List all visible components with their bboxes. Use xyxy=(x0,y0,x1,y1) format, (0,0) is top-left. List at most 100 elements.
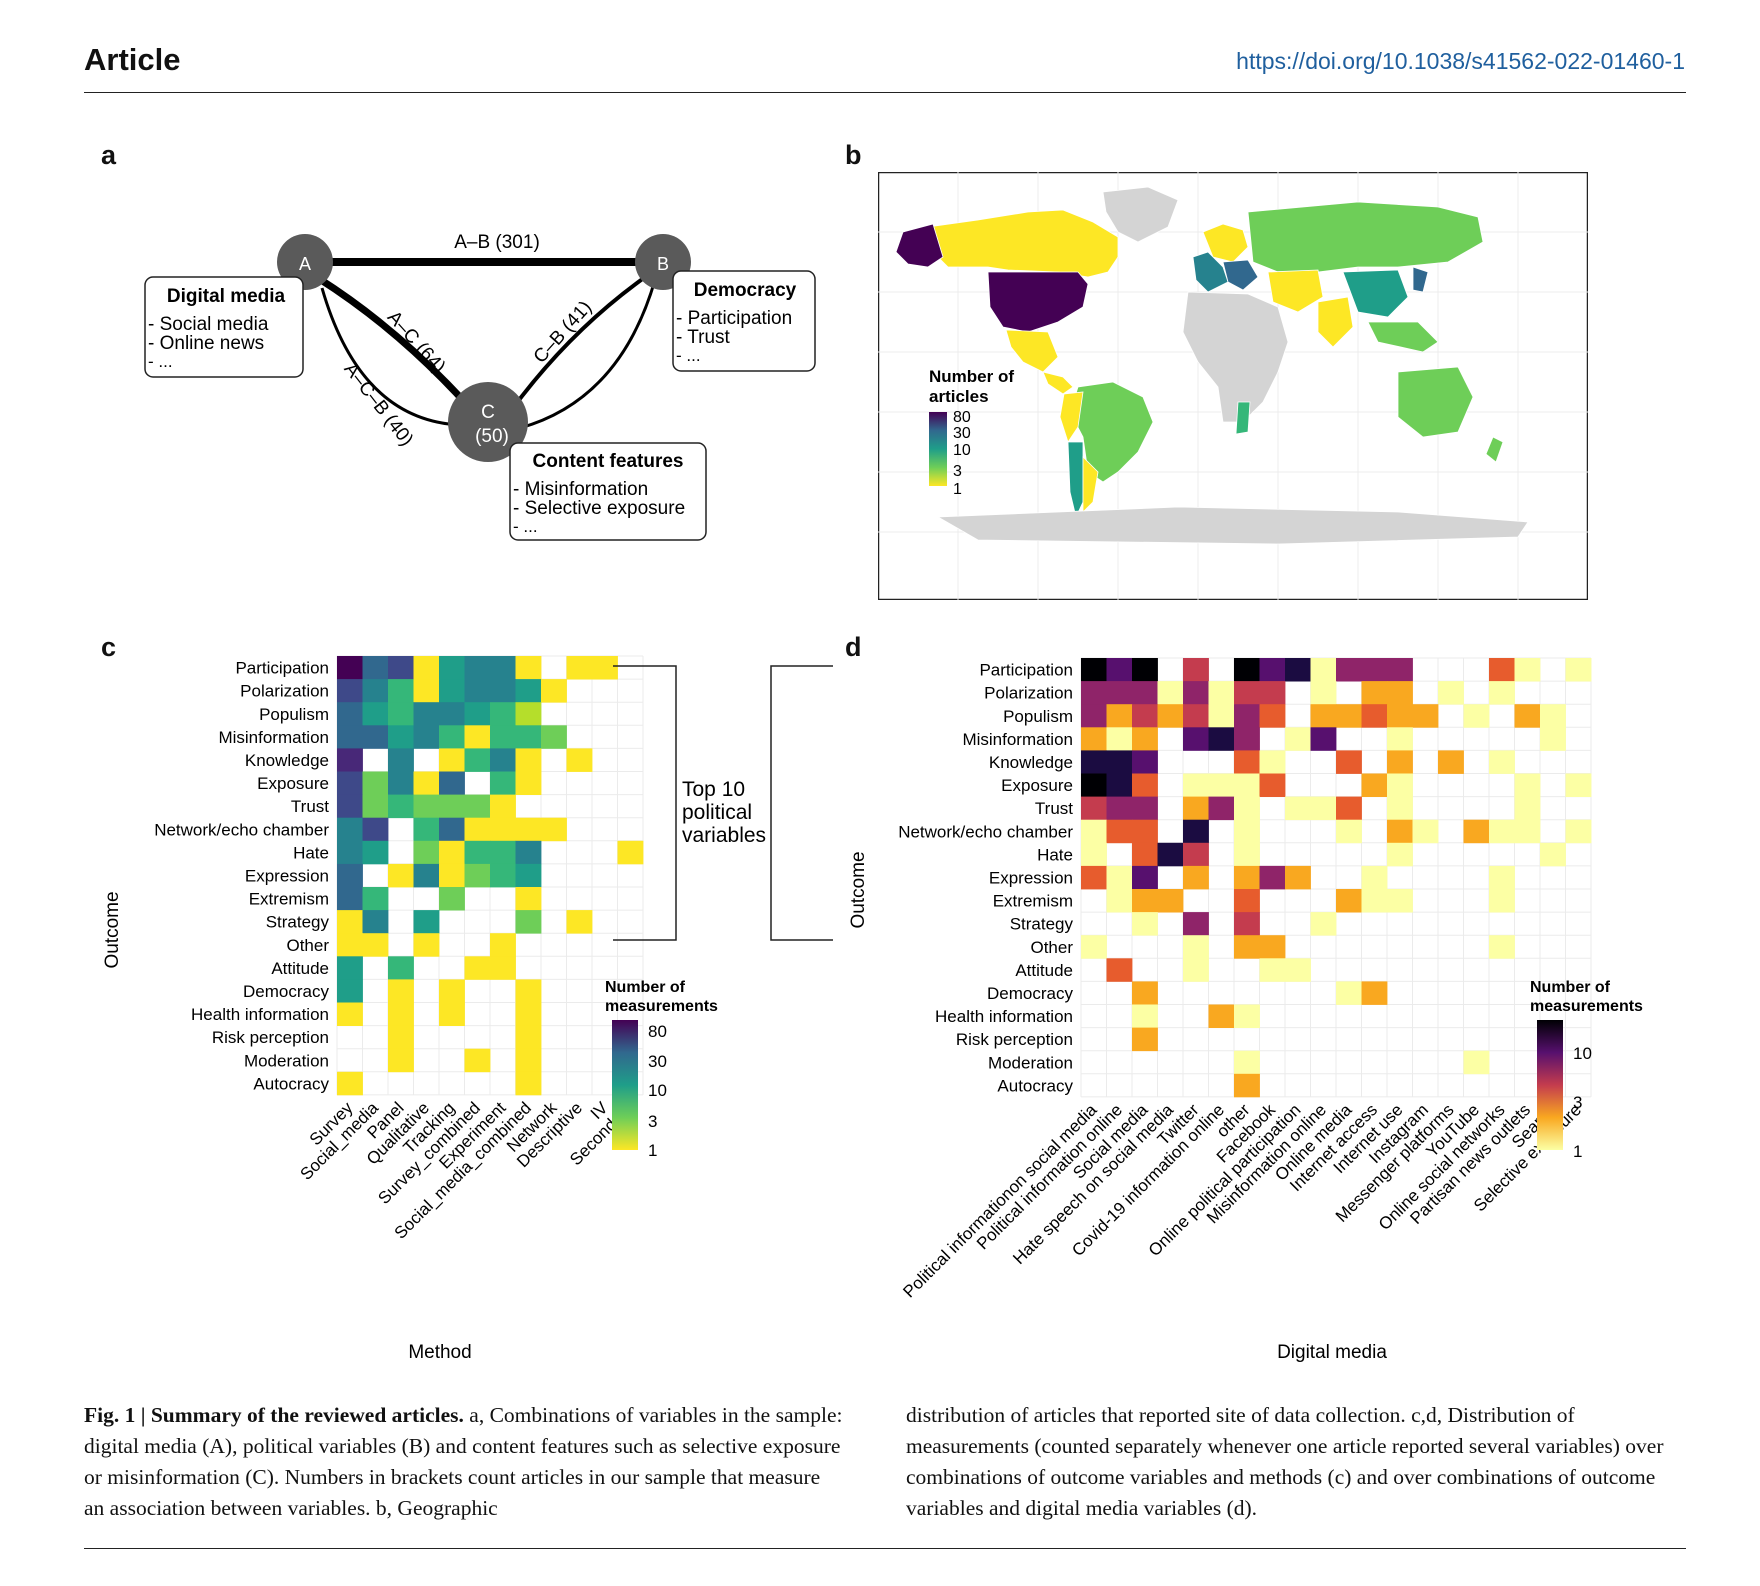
heatmap-cell xyxy=(515,910,542,934)
heatmap-cell xyxy=(1132,819,1158,844)
heatmap-cell xyxy=(566,910,593,934)
heatmap-cell xyxy=(1285,958,1311,982)
heatmap-cell xyxy=(1361,773,1388,797)
heatmap-cell xyxy=(388,1002,414,1026)
heatmap-cell xyxy=(515,725,542,749)
heatmap-cell xyxy=(490,956,516,980)
heatmap-cell xyxy=(1387,773,1413,797)
world-map: Number of articles 80 30 10 3 1 xyxy=(878,172,1588,600)
country-middle-east xyxy=(1267,269,1324,313)
heatmap-cell xyxy=(1081,658,1107,682)
doi-link[interactable]: https://doi.org/10.1038/s41562-022-01460… xyxy=(1236,48,1685,74)
heatmap-cell xyxy=(1387,889,1413,913)
heatmap-cell xyxy=(1259,658,1286,682)
y-tick-label: Hate xyxy=(1037,845,1073,864)
heatmap-cell xyxy=(515,1071,542,1096)
journal-section-title: Article xyxy=(84,42,181,77)
heatmap-cell xyxy=(515,679,542,703)
heatmap-cell xyxy=(515,817,542,842)
map-countries xyxy=(895,186,1529,545)
heatmap-cell xyxy=(1081,819,1107,844)
heatmap-d-y-axis-title: Outcome xyxy=(848,851,869,928)
heatmap-cell xyxy=(1489,681,1515,705)
heatmap-cell xyxy=(1081,773,1107,797)
heatmap-cell xyxy=(1234,773,1260,797)
heatmap-cell xyxy=(1514,819,1541,844)
edge-label-a-c-b: A–C–B (40) xyxy=(339,359,417,450)
heatmap-cell xyxy=(464,679,491,703)
heatmap-cell xyxy=(362,933,389,957)
heatmap-cell xyxy=(1234,935,1260,959)
y-tick-label: Health information xyxy=(935,1007,1073,1026)
heatmap-cell xyxy=(1234,819,1260,844)
country-peru xyxy=(1059,391,1084,443)
caption-right-column: distribution of articles that reported s… xyxy=(906,1403,1664,1520)
country-australia xyxy=(1397,366,1474,438)
heatmap-cell xyxy=(1259,681,1286,705)
heatmap-cell xyxy=(1234,912,1260,936)
country-usa xyxy=(987,271,1089,333)
heatmap-cell xyxy=(1387,681,1413,705)
heatmap-cell xyxy=(515,748,542,772)
heatmap-cell xyxy=(464,702,491,726)
heatmap-cell xyxy=(1361,658,1388,682)
heatmap-cell xyxy=(490,702,516,726)
heatmap-cell xyxy=(413,840,440,865)
heatmap-cell xyxy=(1132,1004,1158,1028)
heatmap-cell xyxy=(439,840,465,865)
heatmap-cell xyxy=(1234,842,1260,867)
heatmap-c-x-tick-labels: SurveySocial_mediaPanelQualitativeTracki… xyxy=(296,1098,637,1243)
bracket-text-line-1: Top 10 xyxy=(682,778,745,801)
heatmap-cell xyxy=(464,748,491,772)
country-russia xyxy=(1247,201,1484,273)
heatmap-cell xyxy=(1132,796,1158,821)
heatmap-cell xyxy=(362,702,389,726)
heatmap-c-x-axis-title: Method xyxy=(408,1342,471,1363)
edge-a-c-b-right xyxy=(519,279,657,430)
heatmap-cell xyxy=(1183,819,1209,844)
heatmap-cell xyxy=(337,979,363,1003)
heatmap-d-legend-tick: 1 xyxy=(1573,1142,1582,1161)
heatmap-cell xyxy=(1259,773,1286,797)
heatmap-cell xyxy=(337,887,363,911)
heatmap-cell xyxy=(1540,842,1566,867)
heatmap-cell xyxy=(388,702,414,726)
heatmap-cell xyxy=(1489,865,1515,890)
heatmap-cell xyxy=(1310,704,1337,728)
heatmap-cell xyxy=(439,725,465,749)
y-tick-label: Democracy xyxy=(243,982,329,1001)
heatmap-cell xyxy=(490,748,516,772)
y-tick-label: Attitude xyxy=(1015,961,1073,980)
heatmap-cell xyxy=(1259,704,1286,728)
heatmap-cell xyxy=(1387,796,1413,821)
heatmap-cell xyxy=(1234,658,1260,682)
heatmap-cell xyxy=(490,794,516,819)
map-legend-tick: 80 xyxy=(953,409,971,426)
heatmap-cell xyxy=(337,702,363,726)
node-c xyxy=(448,382,528,462)
y-tick-label: Network/echo chamber xyxy=(154,820,329,839)
bracket-text-line-3: variables xyxy=(682,824,766,847)
heatmap-cell xyxy=(388,1048,414,1073)
heatmap-cell xyxy=(413,702,440,726)
edge-c-b xyxy=(508,273,650,414)
country-southern-africa xyxy=(1235,401,1251,435)
y-tick-label: Other xyxy=(286,936,329,955)
heatmap-cell xyxy=(1081,727,1107,751)
y-tick-label: Extremism xyxy=(993,892,1073,911)
box-title: Content features xyxy=(533,451,684,472)
y-tick-label: Moderation xyxy=(988,1053,1073,1072)
box-item: - Online news xyxy=(148,333,264,354)
heatmap-cell xyxy=(1132,842,1158,867)
y-tick-label: Populism xyxy=(1003,707,1073,726)
heatmap-cell xyxy=(1361,704,1388,728)
heatmap-cell xyxy=(1183,704,1209,728)
box-item: - Selective exposure xyxy=(513,498,685,519)
y-tick-label: Autocracy xyxy=(997,1076,1073,1095)
y-tick-label: Attitude xyxy=(271,959,329,978)
country-central-europe xyxy=(1222,259,1259,291)
country-southeast-asia xyxy=(1367,321,1439,353)
edge-label-c-b: C–B (41) xyxy=(530,297,596,368)
y-tick-label: Health information xyxy=(191,1005,329,1024)
heatmap-cell xyxy=(1259,750,1286,774)
